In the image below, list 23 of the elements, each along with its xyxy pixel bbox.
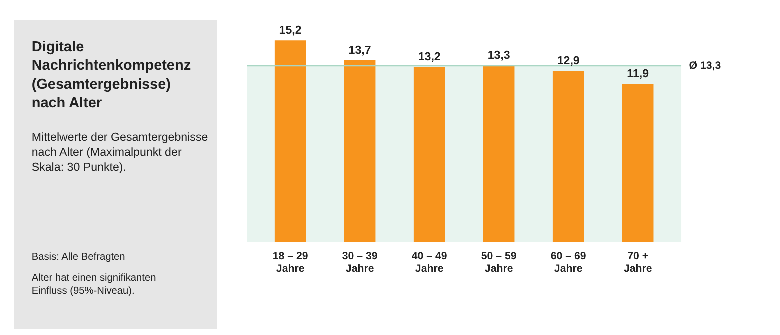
data-label: 15,2 — [279, 24, 302, 37]
bar — [274, 40, 306, 242]
ref-line-label: Ø 13,3 — [689, 60, 722, 72]
bar — [552, 71, 584, 242]
bar — [622, 84, 654, 242]
x-tick-label: 18 – 29 Jahre — [272, 250, 308, 275]
bar — [344, 60, 376, 242]
data-label: 13,2 — [418, 51, 441, 64]
x-tick-label: 50 – 59 Jahre — [481, 250, 517, 275]
data-label: 12,9 — [557, 55, 580, 68]
text: Basis: Alle Befragten — [32, 252, 126, 263]
bar — [414, 67, 446, 242]
x-tick-label: 30 – 39 Jahre — [342, 250, 378, 275]
x-tick-label: 70 + Jahre — [624, 250, 652, 275]
text: Mittelwerte der Gesamtergebnisse nach Alter (Maximalpunkt der Skala: 30 Punkte). — [32, 132, 208, 174]
bar — [483, 66, 515, 242]
data-label: 13,3 — [488, 50, 511, 62]
data-label: 11,9 — [627, 68, 650, 81]
x-tick-label: 60 – 69 Jahre — [550, 250, 586, 275]
text: Digitale Nachrichtenkompetenz (Gesamtergebnisse) nach Alter — [32, 39, 192, 112]
x-tick-label: 40 – 49 Jahre — [412, 250, 448, 275]
data-label: 13,7 — [348, 44, 372, 57]
text: Alter hat einen signifikanten Einfluss (95%-Niveau). — [32, 273, 156, 298]
